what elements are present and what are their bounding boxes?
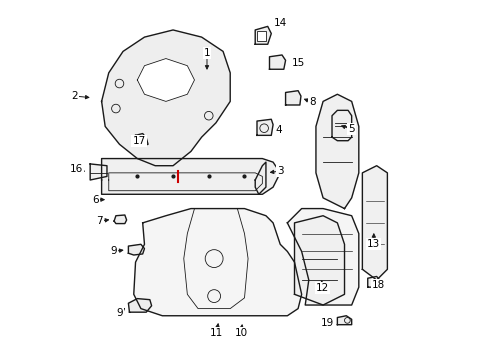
Text: 9: 9 bbox=[110, 247, 117, 256]
Polygon shape bbox=[255, 26, 271, 44]
Polygon shape bbox=[134, 208, 301, 316]
Text: 15: 15 bbox=[291, 58, 304, 68]
Polygon shape bbox=[102, 30, 230, 166]
Text: 9: 9 bbox=[116, 308, 122, 318]
Polygon shape bbox=[128, 244, 144, 255]
Polygon shape bbox=[315, 94, 358, 208]
Polygon shape bbox=[102, 158, 280, 194]
Polygon shape bbox=[114, 215, 126, 224]
Text: 5: 5 bbox=[347, 124, 354, 134]
Text: 1: 1 bbox=[203, 48, 210, 58]
Polygon shape bbox=[285, 91, 300, 105]
Text: 14: 14 bbox=[273, 18, 286, 28]
Text: 17: 17 bbox=[132, 136, 145, 147]
Text: 8: 8 bbox=[308, 97, 315, 107]
Polygon shape bbox=[90, 164, 107, 180]
Text: 2: 2 bbox=[71, 91, 78, 101]
Text: 7: 7 bbox=[96, 216, 103, 226]
Polygon shape bbox=[137, 59, 194, 102]
Polygon shape bbox=[294, 216, 344, 305]
Polygon shape bbox=[255, 162, 265, 194]
Polygon shape bbox=[331, 111, 351, 141]
Polygon shape bbox=[287, 208, 358, 305]
Text: 12: 12 bbox=[315, 283, 328, 293]
Text: 4: 4 bbox=[275, 125, 281, 135]
Polygon shape bbox=[135, 134, 148, 146]
Polygon shape bbox=[337, 316, 351, 325]
Text: 18: 18 bbox=[371, 280, 384, 291]
Text: 10: 10 bbox=[234, 328, 247, 338]
Polygon shape bbox=[257, 119, 272, 135]
Polygon shape bbox=[269, 55, 285, 69]
Text: 6: 6 bbox=[92, 195, 98, 204]
Text: 16: 16 bbox=[70, 164, 83, 174]
FancyBboxPatch shape bbox=[257, 31, 265, 41]
Polygon shape bbox=[128, 298, 151, 312]
Polygon shape bbox=[362, 166, 386, 280]
Text: 19: 19 bbox=[320, 318, 333, 328]
Text: 3: 3 bbox=[276, 166, 283, 176]
Text: 13: 13 bbox=[366, 239, 380, 249]
Text: 11: 11 bbox=[209, 328, 223, 338]
Polygon shape bbox=[367, 276, 380, 287]
